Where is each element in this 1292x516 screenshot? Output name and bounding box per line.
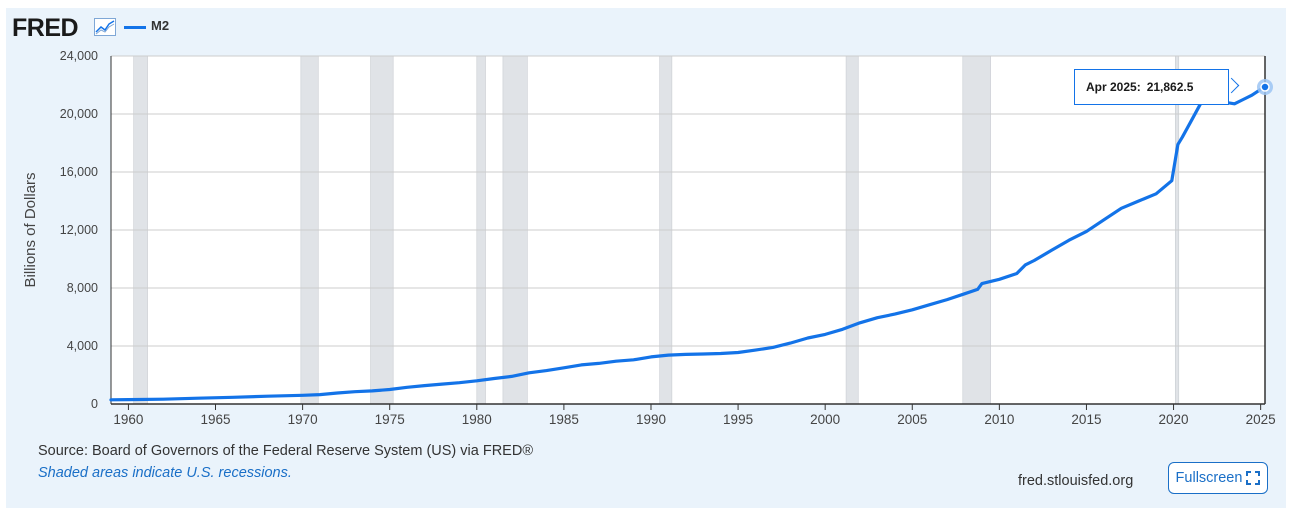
legend-label-m2[interactable]: M2: [151, 18, 170, 33]
tooltip-value: 21,862.5: [1146, 80, 1194, 94]
expand-icon: [1246, 471, 1261, 485]
x-tick-label: 1975: [375, 412, 405, 427]
grid-layer: [110, 55, 1266, 405]
x-tick-label: 2015: [1071, 412, 1101, 427]
y-tick-label: 20,000: [60, 107, 98, 121]
tooltip-date: Apr 2025:: [1086, 80, 1141, 94]
y-tick-label: 0: [91, 397, 98, 411]
x-tick-label: 1990: [636, 412, 666, 427]
x-tick-label: 2010: [984, 412, 1014, 427]
source-note: Source: Board of Governors of the Federa…: [38, 443, 534, 459]
y-tick-label: 4,000: [67, 339, 98, 353]
x-axis-ticks: 1960 1965 1970 1975 1980 1985 1990 1995 2000 2005…: [113, 404, 1276, 427]
series-line-m2[interactable]: [109, 85, 1267, 402]
x-tick-label: 1965: [200, 412, 230, 427]
fred-logo[interactable]: FRED: [12, 14, 79, 42]
chart-line-icon: [94, 18, 116, 36]
x-tick-label: 1995: [723, 412, 753, 427]
data-tooltip: Apr 2025: 21,862.5: [1074, 69, 1229, 105]
y-tick-label: 8,000: [67, 281, 98, 295]
x-tick-label: 1960: [113, 412, 143, 427]
fullscreen-label: Fullscreen: [1175, 470, 1243, 486]
y-tick-label: 24,000: [60, 49, 98, 63]
site-link[interactable]: fred.stlouisfed.org: [1018, 473, 1134, 489]
x-tick-label: 2005: [897, 412, 927, 427]
legend-swatch-m2: [124, 26, 146, 29]
y-axis-label: Billions of Dollars: [22, 172, 39, 287]
x-tick-label: 2020: [1159, 412, 1189, 427]
x-tick-label: 2000: [810, 412, 840, 427]
x-tick-label: 1970: [288, 412, 318, 427]
fullscreen-button[interactable]: Fullscreen: [1168, 462, 1268, 494]
hover-point[interactable]: [1260, 82, 1270, 92]
x-tick-label: 2025: [1246, 412, 1276, 427]
y-tick-label: 16,000: [60, 165, 98, 179]
recession-note: Shaded areas indicate U.S. recessions.: [38, 465, 292, 481]
series-layer: [109, 78, 1273, 402]
y-tick-label: 12,000: [60, 223, 98, 237]
y-axis-ticks: 0 4,000 8,000 12,000 16,000 20,000 24,000: [60, 49, 98, 411]
x-tick-label: 1980: [462, 412, 492, 427]
x-tick-label: 1985: [549, 412, 579, 427]
